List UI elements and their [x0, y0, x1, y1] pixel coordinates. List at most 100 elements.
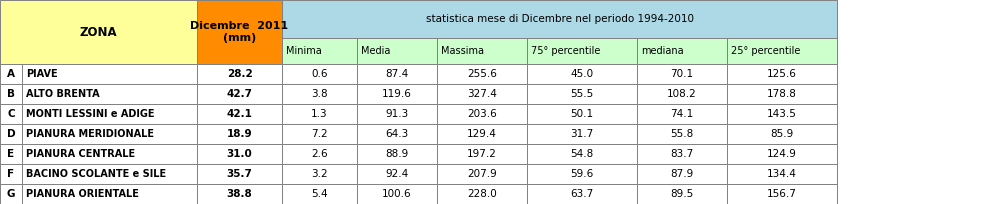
- Bar: [637, 124, 727, 144]
- Text: 119.6: 119.6: [382, 89, 412, 99]
- Text: 87.9: 87.9: [671, 169, 694, 179]
- Text: 42.1: 42.1: [226, 109, 253, 119]
- Text: 2.6: 2.6: [311, 149, 328, 159]
- Bar: [282, 64, 357, 84]
- Bar: [282, 124, 357, 144]
- Bar: [637, 64, 727, 84]
- Bar: [727, 64, 837, 84]
- Bar: [282, 144, 357, 164]
- Text: PIANURA ORIENTALE: PIANURA ORIENTALE: [26, 189, 139, 199]
- Bar: [22, 84, 197, 104]
- Bar: [727, 38, 837, 64]
- Text: 42.7: 42.7: [226, 89, 253, 99]
- Text: 207.9: 207.9: [467, 169, 497, 179]
- Text: 74.1: 74.1: [671, 109, 694, 119]
- Bar: [357, 64, 437, 84]
- Bar: [282, 104, 357, 124]
- Bar: [637, 84, 727, 104]
- Bar: [22, 64, 197, 84]
- Text: MONTI LESSINI e ADIGE: MONTI LESSINI e ADIGE: [26, 109, 154, 119]
- Bar: [357, 124, 437, 144]
- Text: 55.8: 55.8: [671, 129, 694, 139]
- Text: 85.9: 85.9: [771, 129, 793, 139]
- Bar: [527, 84, 637, 104]
- Text: 55.5: 55.5: [570, 89, 594, 99]
- Text: Media: Media: [361, 46, 390, 56]
- Bar: [197, 64, 282, 84]
- Bar: [0, 184, 22, 204]
- Text: BACINO SCOLANTE e SILE: BACINO SCOLANTE e SILE: [26, 169, 166, 179]
- Text: 63.7: 63.7: [570, 189, 594, 199]
- Bar: [0, 144, 22, 164]
- Text: C: C: [7, 109, 15, 119]
- Bar: [22, 124, 197, 144]
- Bar: [197, 144, 282, 164]
- Bar: [0, 0, 197, 64]
- Bar: [0, 64, 22, 84]
- Bar: [357, 144, 437, 164]
- Text: 327.4: 327.4: [467, 89, 497, 99]
- Bar: [197, 0, 282, 64]
- Bar: [727, 124, 837, 144]
- Text: E: E: [8, 149, 15, 159]
- Text: Minima: Minima: [286, 46, 322, 56]
- Bar: [637, 104, 727, 124]
- Bar: [527, 144, 637, 164]
- Text: Dicembre  2011
(mm): Dicembre 2011 (mm): [191, 21, 288, 43]
- Text: 54.8: 54.8: [570, 149, 594, 159]
- Text: 28.2: 28.2: [226, 69, 252, 79]
- Bar: [357, 38, 437, 64]
- Bar: [437, 84, 527, 104]
- Text: 88.9: 88.9: [385, 149, 409, 159]
- Bar: [527, 64, 637, 84]
- Bar: [0, 124, 22, 144]
- Text: 31.7: 31.7: [570, 129, 594, 139]
- Text: 87.4: 87.4: [385, 69, 409, 79]
- Text: 59.6: 59.6: [570, 169, 594, 179]
- Text: D: D: [7, 129, 15, 139]
- Bar: [637, 184, 727, 204]
- Bar: [0, 104, 22, 124]
- Bar: [357, 164, 437, 184]
- Bar: [437, 104, 527, 124]
- Text: 197.2: 197.2: [467, 149, 497, 159]
- Bar: [637, 164, 727, 184]
- Text: 64.3: 64.3: [385, 129, 409, 139]
- Text: 92.4: 92.4: [385, 169, 409, 179]
- Text: PIAVE: PIAVE: [26, 69, 57, 79]
- Text: 108.2: 108.2: [667, 89, 697, 99]
- Text: F: F: [8, 169, 15, 179]
- Text: 143.5: 143.5: [767, 109, 797, 119]
- Bar: [637, 38, 727, 64]
- Bar: [527, 184, 637, 204]
- Text: 255.6: 255.6: [467, 69, 497, 79]
- Text: 7.2: 7.2: [311, 129, 328, 139]
- Bar: [437, 64, 527, 84]
- Text: 124.9: 124.9: [767, 149, 797, 159]
- Text: Massima: Massima: [441, 46, 484, 56]
- Bar: [437, 144, 527, 164]
- Bar: [197, 84, 282, 104]
- Text: 38.8: 38.8: [226, 189, 252, 199]
- Bar: [0, 164, 22, 184]
- Bar: [437, 38, 527, 64]
- Bar: [197, 184, 282, 204]
- Bar: [357, 84, 437, 104]
- Bar: [22, 104, 197, 124]
- Text: 178.8: 178.8: [767, 89, 797, 99]
- Bar: [282, 84, 357, 104]
- Bar: [197, 124, 282, 144]
- Text: statistica mese di Dicembre nel periodo 1994-2010: statistica mese di Dicembre nel periodo …: [426, 14, 694, 24]
- Text: ALTO BRENTA: ALTO BRENTA: [26, 89, 100, 99]
- Text: 3.8: 3.8: [311, 89, 328, 99]
- Text: 134.4: 134.4: [767, 169, 797, 179]
- Text: A: A: [7, 69, 15, 79]
- Bar: [22, 184, 197, 204]
- Text: 89.5: 89.5: [671, 189, 694, 199]
- Text: 0.6: 0.6: [311, 69, 328, 79]
- Bar: [22, 144, 197, 164]
- Bar: [527, 164, 637, 184]
- Text: 125.6: 125.6: [767, 69, 797, 79]
- Bar: [727, 104, 837, 124]
- Text: 3.2: 3.2: [311, 169, 328, 179]
